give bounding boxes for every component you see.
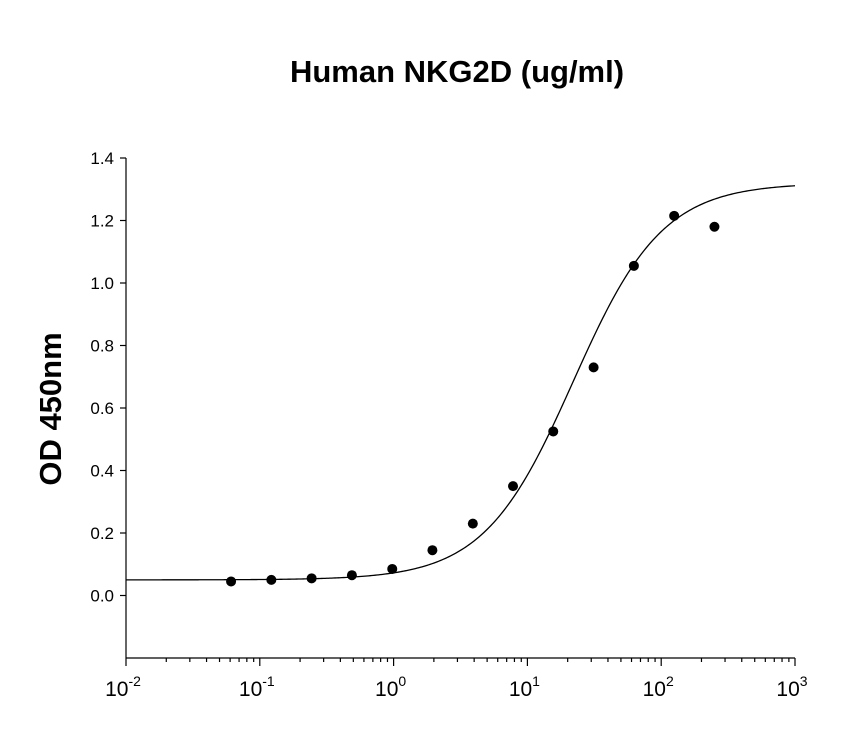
x-tick-exponent: -1 [262, 673, 275, 689]
y-tick-label: 0.0 [90, 587, 114, 606]
data-point [226, 576, 237, 587]
data-point [709, 221, 720, 232]
x-tick-label: 10-2 [105, 673, 141, 701]
x-tick-label: 103 [776, 673, 807, 701]
fit-curve [126, 185, 796, 581]
x-tick-exponent: 1 [532, 673, 540, 689]
y-tick-label: 1.2 [90, 212, 114, 231]
x-tick-base: 10 [375, 678, 398, 701]
x-tick-base: 10 [105, 678, 128, 701]
x-tick-exponent: 0 [398, 673, 406, 689]
data-point [346, 570, 357, 581]
x-tick-label: 100 [375, 673, 406, 701]
fit-curve-group [126, 185, 796, 581]
data-point [306, 573, 317, 584]
chart-title: Human NKG2D (ug/ml) [290, 54, 624, 89]
y-tick-label: 0.2 [90, 524, 114, 543]
x-tick-exponent: 2 [666, 673, 674, 689]
y-axis-label: OD 450nm [33, 332, 68, 485]
y-tick-label: 1.4 [90, 149, 114, 168]
x-tick-base: 10 [776, 678, 799, 701]
x-tick-exponent: -2 [128, 673, 141, 689]
data-point [669, 210, 680, 221]
x-tick-base: 10 [239, 678, 262, 701]
x-tick-label: 102 [643, 673, 674, 701]
x-tick-base: 10 [643, 678, 666, 701]
data-point [467, 518, 478, 529]
data-point [628, 260, 639, 271]
data-point [508, 481, 519, 492]
data-points [226, 210, 720, 587]
y-tick-label: 1.0 [90, 274, 114, 293]
data-point [548, 426, 559, 437]
data-point [427, 545, 438, 556]
x-tick-base: 10 [509, 678, 532, 701]
y-tick-label: 0.4 [90, 462, 114, 481]
y-tick-label: 0.8 [90, 337, 114, 356]
data-point [266, 574, 277, 585]
x-tick-label: 10-1 [239, 673, 275, 701]
x-ticks: 10-2 10-1 100 101 102 103 [105, 658, 808, 701]
y-tick-label: 0.6 [90, 399, 114, 418]
data-point [588, 362, 599, 373]
data-point [387, 563, 398, 574]
x-tick-exponent: 3 [800, 673, 808, 689]
x-tick-label: 101 [509, 673, 540, 701]
y-ticks: 0.0 0.2 0.4 0.6 0.8 1.0 1.2 1.4 [90, 149, 126, 606]
